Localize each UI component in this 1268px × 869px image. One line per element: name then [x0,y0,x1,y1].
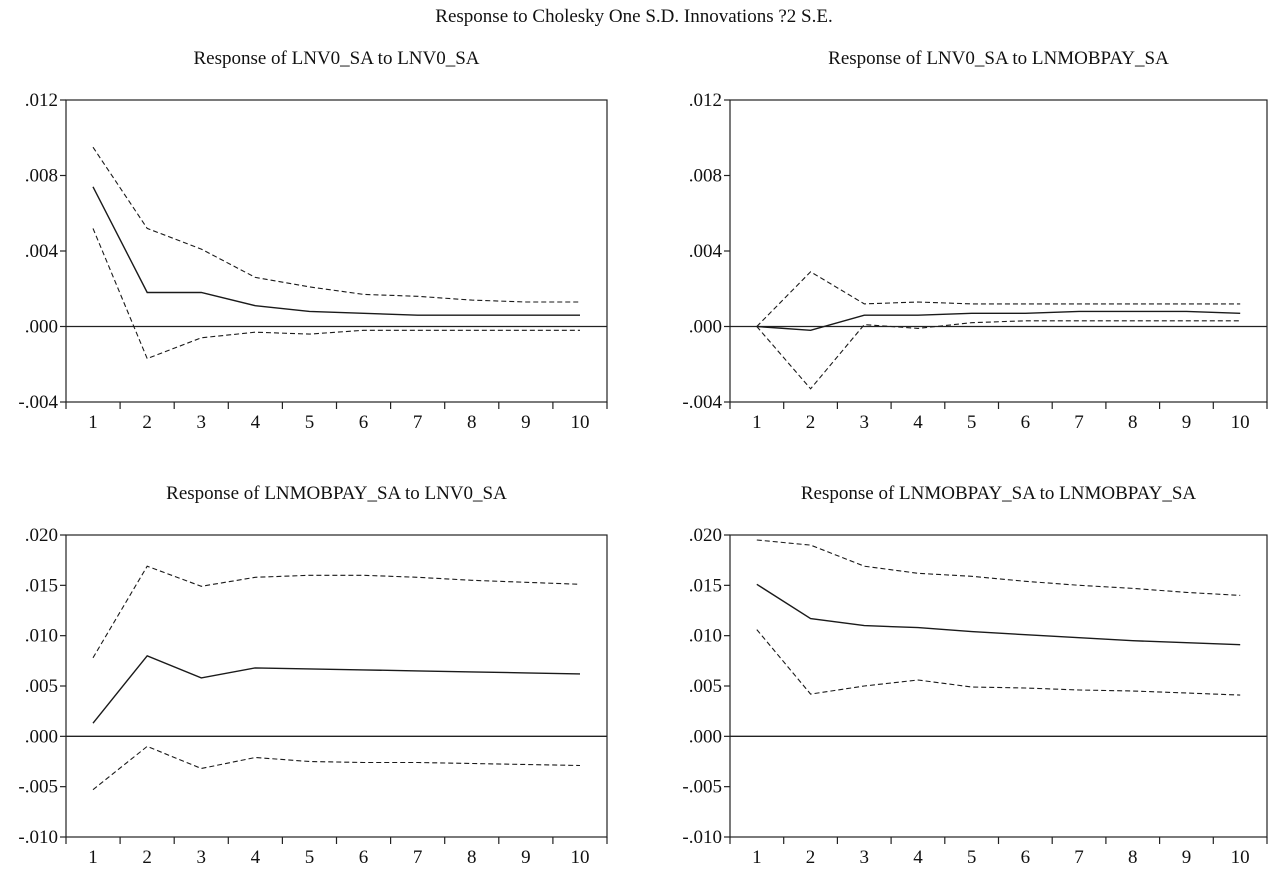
x-tick-label: 3 [197,412,207,433]
x-tick-label: 10 [570,847,589,868]
y-tick-label: .000 [689,726,722,747]
x-tick-label: 2 [806,847,816,868]
upper-band-line [756,271,1241,327]
x-tick-label: 1 [752,412,762,433]
x-tick-label: 2 [806,412,816,433]
y-tick-label: -.005 [18,777,58,798]
lower-band-line [756,629,1241,696]
y-tick-label: .004 [689,241,723,262]
chart-panel-lnmobpay-to-lnmobpay: Response of LNMOBPAY_SA to LNMOBPAY_SA .… [634,483,1268,869]
x-tick-label: 7 [413,412,423,433]
x-tick-label: 1 [752,847,762,868]
x-tick-label: 4 [251,847,261,868]
panel-title: Response of LNMOBPAY_SA to LNMOBPAY_SA [800,483,1197,504]
x-tick-label: 4 [913,847,923,868]
y-tick-label: .008 [25,166,58,187]
chart-panel-lnv0-to-lnmobpay: Response of LNV0_SA to LNMOBPAY_SA .012.… [634,48,1268,448]
x-tick-label: 9 [1182,847,1192,868]
figure-title: Response to Cholesky One S.D. Innovation… [435,6,833,27]
plot-area: .012 .008 .004 .000 -.004 1 2 3 4 5 6 7 8 9 10 [18,90,608,433]
y-tick-label: -.010 [18,827,58,848]
y-tick-label: .005 [25,676,58,697]
plot-area: .020 .015 .010 .005 .000 -.005 -.010 1 2 3 4 5 6 7 8 9 1… [682,525,1268,868]
response-line [92,654,581,724]
panel-title: Response of LNMOBPAY_SA to LNV0_SA [166,483,507,504]
y-tick-label: .000 [25,726,58,747]
plot-frame [65,534,608,838]
x-tick-label: 6 [1021,847,1031,868]
response-line [92,186,580,316]
x-tick-label: 9 [521,847,531,868]
plot-frame [729,99,1268,403]
x-tick-label: 9 [1182,412,1192,433]
response-line [756,583,1241,646]
x-tick-label: 3 [860,412,870,433]
x-tick-label: 5 [305,412,315,433]
x-tick-label: 5 [967,412,977,433]
y-tick-label: .004 [25,241,59,262]
y-tick-label: -.010 [682,827,722,848]
x-tick-label: 6 [359,412,369,433]
x-tick-label: 8 [467,412,477,433]
x-tick-label: 1 [88,412,98,433]
y-tick-label: .005 [689,676,722,697]
x-tick-label: 1 [88,847,98,868]
x-tick-label: 8 [467,847,477,868]
x-tick-label: 8 [1128,847,1138,868]
x-tick-label: 10 [1231,412,1250,433]
y-tick-label: .020 [25,525,58,546]
x-tick-label: 6 [1021,412,1031,433]
x-tick-label: 8 [1128,412,1138,433]
response-line [756,310,1241,332]
x-tick-label: 4 [913,412,923,433]
x-tick-label: 3 [860,847,870,868]
y-tick-label: .008 [689,166,722,187]
lower-band-line [756,320,1241,390]
x-tick-label: 3 [197,847,207,868]
upper-band-line [92,565,581,659]
chart-panel-lnmobpay-to-lnv0: Response of LNMOBPAY_SA to LNV0_SA .020.… [0,483,634,869]
lower-band-line [92,745,581,791]
panel-title: Response of LNV0_SA to LNMOBPAY_SA [828,48,1169,69]
plot-frame [729,534,1268,838]
y-tick-label: .010 [25,626,58,647]
y-tick-label: .012 [25,90,58,111]
y-tick-label: .000 [25,317,58,338]
plot-area: .012 .008 .004 .000 -.004 1 2 3 4 5 6 7 8 9 10 [682,90,1268,433]
upper-band-line [92,146,580,303]
y-tick-label: .012 [689,90,722,111]
x-tick-label: 10 [1231,847,1250,868]
y-tick-label: .015 [25,575,58,596]
x-tick-label: 6 [359,847,369,868]
chart-panel-lnv0-to-lnv0: Response of LNV0_SA to LNV0_SA .012 .008.… [0,48,634,448]
y-tick-label: .015 [689,575,722,596]
y-tick-label: .010 [689,626,722,647]
x-tick-label: 2 [142,847,152,868]
x-tick-label: 2 [142,412,152,433]
y-tick-label: -.004 [18,392,58,413]
upper-band-line [756,539,1241,596]
plot-area: .020 .015 .010 .005 .000 -.005 -.010 1 2 3 4 5 6 7 8 9 1… [18,525,608,868]
y-tick-label: -.005 [682,777,722,798]
y-tick-label: .020 [689,525,722,546]
x-tick-label: 7 [1074,847,1084,868]
x-tick-label: 5 [967,847,977,868]
x-tick-label: 7 [1074,412,1084,433]
y-tick-label: .000 [689,317,722,338]
y-tick-label: -.004 [682,392,722,413]
x-tick-label: 9 [521,412,531,433]
lower-band-line [92,228,580,360]
x-tick-label: 10 [570,412,589,433]
x-tick-label: 7 [413,847,423,868]
x-tick-label: 5 [305,847,315,868]
plot-frame [65,99,608,403]
panel-title: Response of LNV0_SA to LNV0_SA [193,48,480,69]
x-tick-label: 4 [251,412,261,433]
